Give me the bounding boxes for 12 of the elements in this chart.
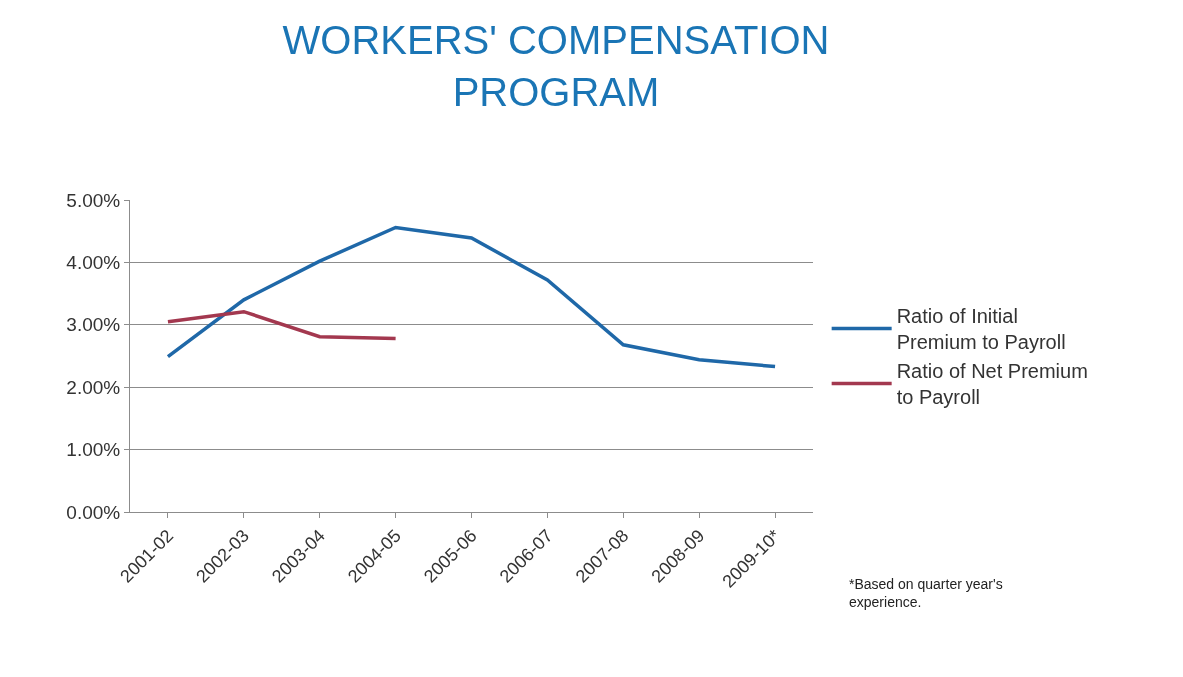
y-tick-label: 2.00% [66,376,121,398]
legend-label: Ratio of Initial Premium to Payroll [896,305,1066,354]
y-tick-label: 5.00% [66,189,121,211]
line-series [166,225,777,369]
y-tick-label: 3.00% [66,314,121,336]
legend-label: Ratio of Net Premium to Payroll [896,360,1088,409]
y-tick-label: 0.00% [66,501,121,523]
text: *Based on quarter year's experience. [849,576,1003,611]
chart-title: WORKERS' COMPENSATION PROGRAM [282,18,830,115]
y-tick-label: 4.00% [66,252,121,274]
y-tick-label: 1.00% [66,439,121,461]
line-series [166,309,398,341]
